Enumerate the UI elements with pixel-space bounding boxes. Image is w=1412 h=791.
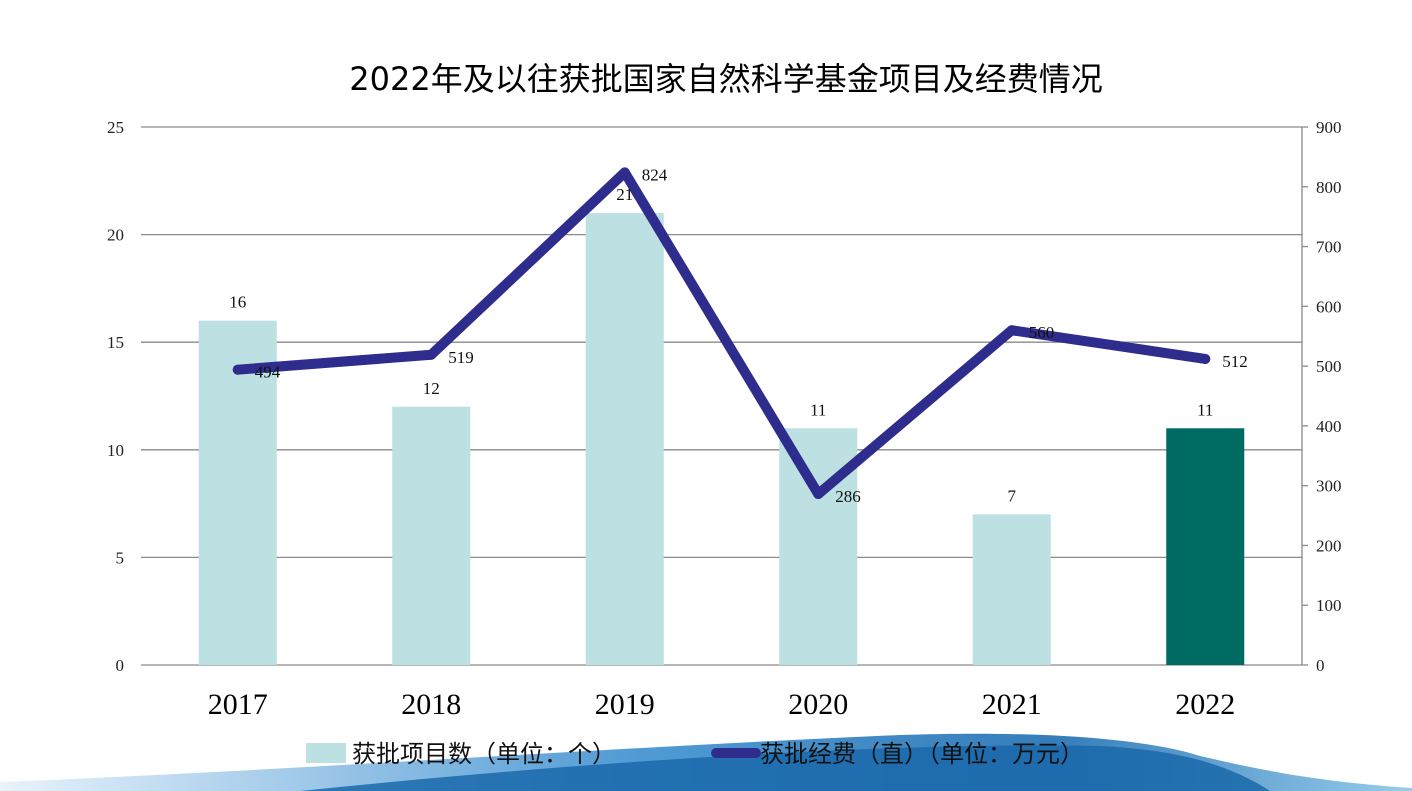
bar (1166, 428, 1245, 665)
line-data-label: 512 (1222, 352, 1248, 371)
y-left-tick-label: 0 (116, 656, 125, 675)
bar-data-label: 16 (229, 293, 246, 312)
bar-data-label: 12 (423, 379, 440, 398)
bar (779, 428, 858, 665)
x-axis: 2017 2018 2019 2020 2021 2022 (208, 688, 1236, 721)
y-right-tick-label: 200 (1316, 536, 1342, 555)
y-right-tick-label: 400 (1316, 417, 1342, 436)
y-left-tick-label: 5 (116, 548, 125, 567)
data-labels: 16 12 21 11 7 11 494 519 824 286 560 512 (229, 165, 1248, 506)
y-left-tick-label: 25 (107, 118, 124, 137)
y-left-tick-label: 20 (107, 226, 124, 245)
bar-series (198, 213, 1245, 665)
line-point (619, 167, 630, 178)
legend: 获批项目数（单位：个） 获批经费（直）（单位：万元） (306, 740, 1084, 768)
bar-data-label: 7 (1008, 486, 1017, 505)
line-data-label: 560 (1029, 323, 1055, 342)
y-right-tick-label: 700 (1316, 238, 1342, 257)
x-category-label: 2020 (788, 688, 848, 721)
x-category-label: 2018 (401, 688, 461, 721)
y-left-tick-label: 10 (107, 441, 124, 460)
y-right-tick-label: 300 (1316, 477, 1342, 496)
x-category-label: 2017 (208, 688, 268, 721)
y-right-tick-label: 0 (1316, 656, 1325, 675)
x-category-label: 2021 (982, 688, 1042, 721)
legend-swatch-bar (306, 743, 346, 763)
bar (198, 320, 277, 665)
y-right-tick-label: 900 (1316, 118, 1342, 137)
bar-data-label: 11 (1197, 400, 1213, 419)
line-point (1200, 353, 1211, 364)
line-data-label: 494 (255, 363, 281, 382)
x-category-label: 2022 (1175, 688, 1235, 721)
bar-data-label: 11 (810, 400, 826, 419)
bar (972, 514, 1051, 665)
line-data-label: 286 (835, 487, 861, 506)
y-right-tick-label: 500 (1316, 357, 1342, 376)
line-point (426, 349, 437, 360)
chart-title: 2022年及以往获批国家自然科学基金项目及经费情况 (349, 60, 1102, 98)
line-point (1006, 325, 1017, 336)
line-data-label: 519 (448, 348, 474, 367)
y-left-tick-label: 15 (107, 333, 124, 352)
y-right-tick-label: 100 (1316, 596, 1342, 615)
bar-data-label: 21 (616, 185, 633, 204)
decorative-wave (0, 733, 1412, 791)
y-right-tick-label: 800 (1316, 178, 1342, 197)
bar (392, 406, 471, 665)
bar (585, 213, 664, 665)
left-axis: 0 5 10 15 20 25 (107, 118, 124, 675)
right-axis: 0 100 200 300 400 500 600 700 800 900 (1302, 118, 1342, 675)
legend-label-line: 获批经费（直）（单位：万元） (760, 740, 1084, 768)
line-point (813, 489, 824, 500)
legend-label-bar: 获批项目数（单位：个） (352, 740, 616, 768)
gridlines (141, 126, 1303, 666)
y-right-tick-label: 600 (1316, 297, 1342, 316)
line-point (232, 364, 243, 375)
line-series (232, 167, 1211, 500)
line-data-label: 824 (642, 165, 668, 184)
x-category-label: 2019 (595, 688, 655, 721)
line-path (232, 167, 1211, 500)
